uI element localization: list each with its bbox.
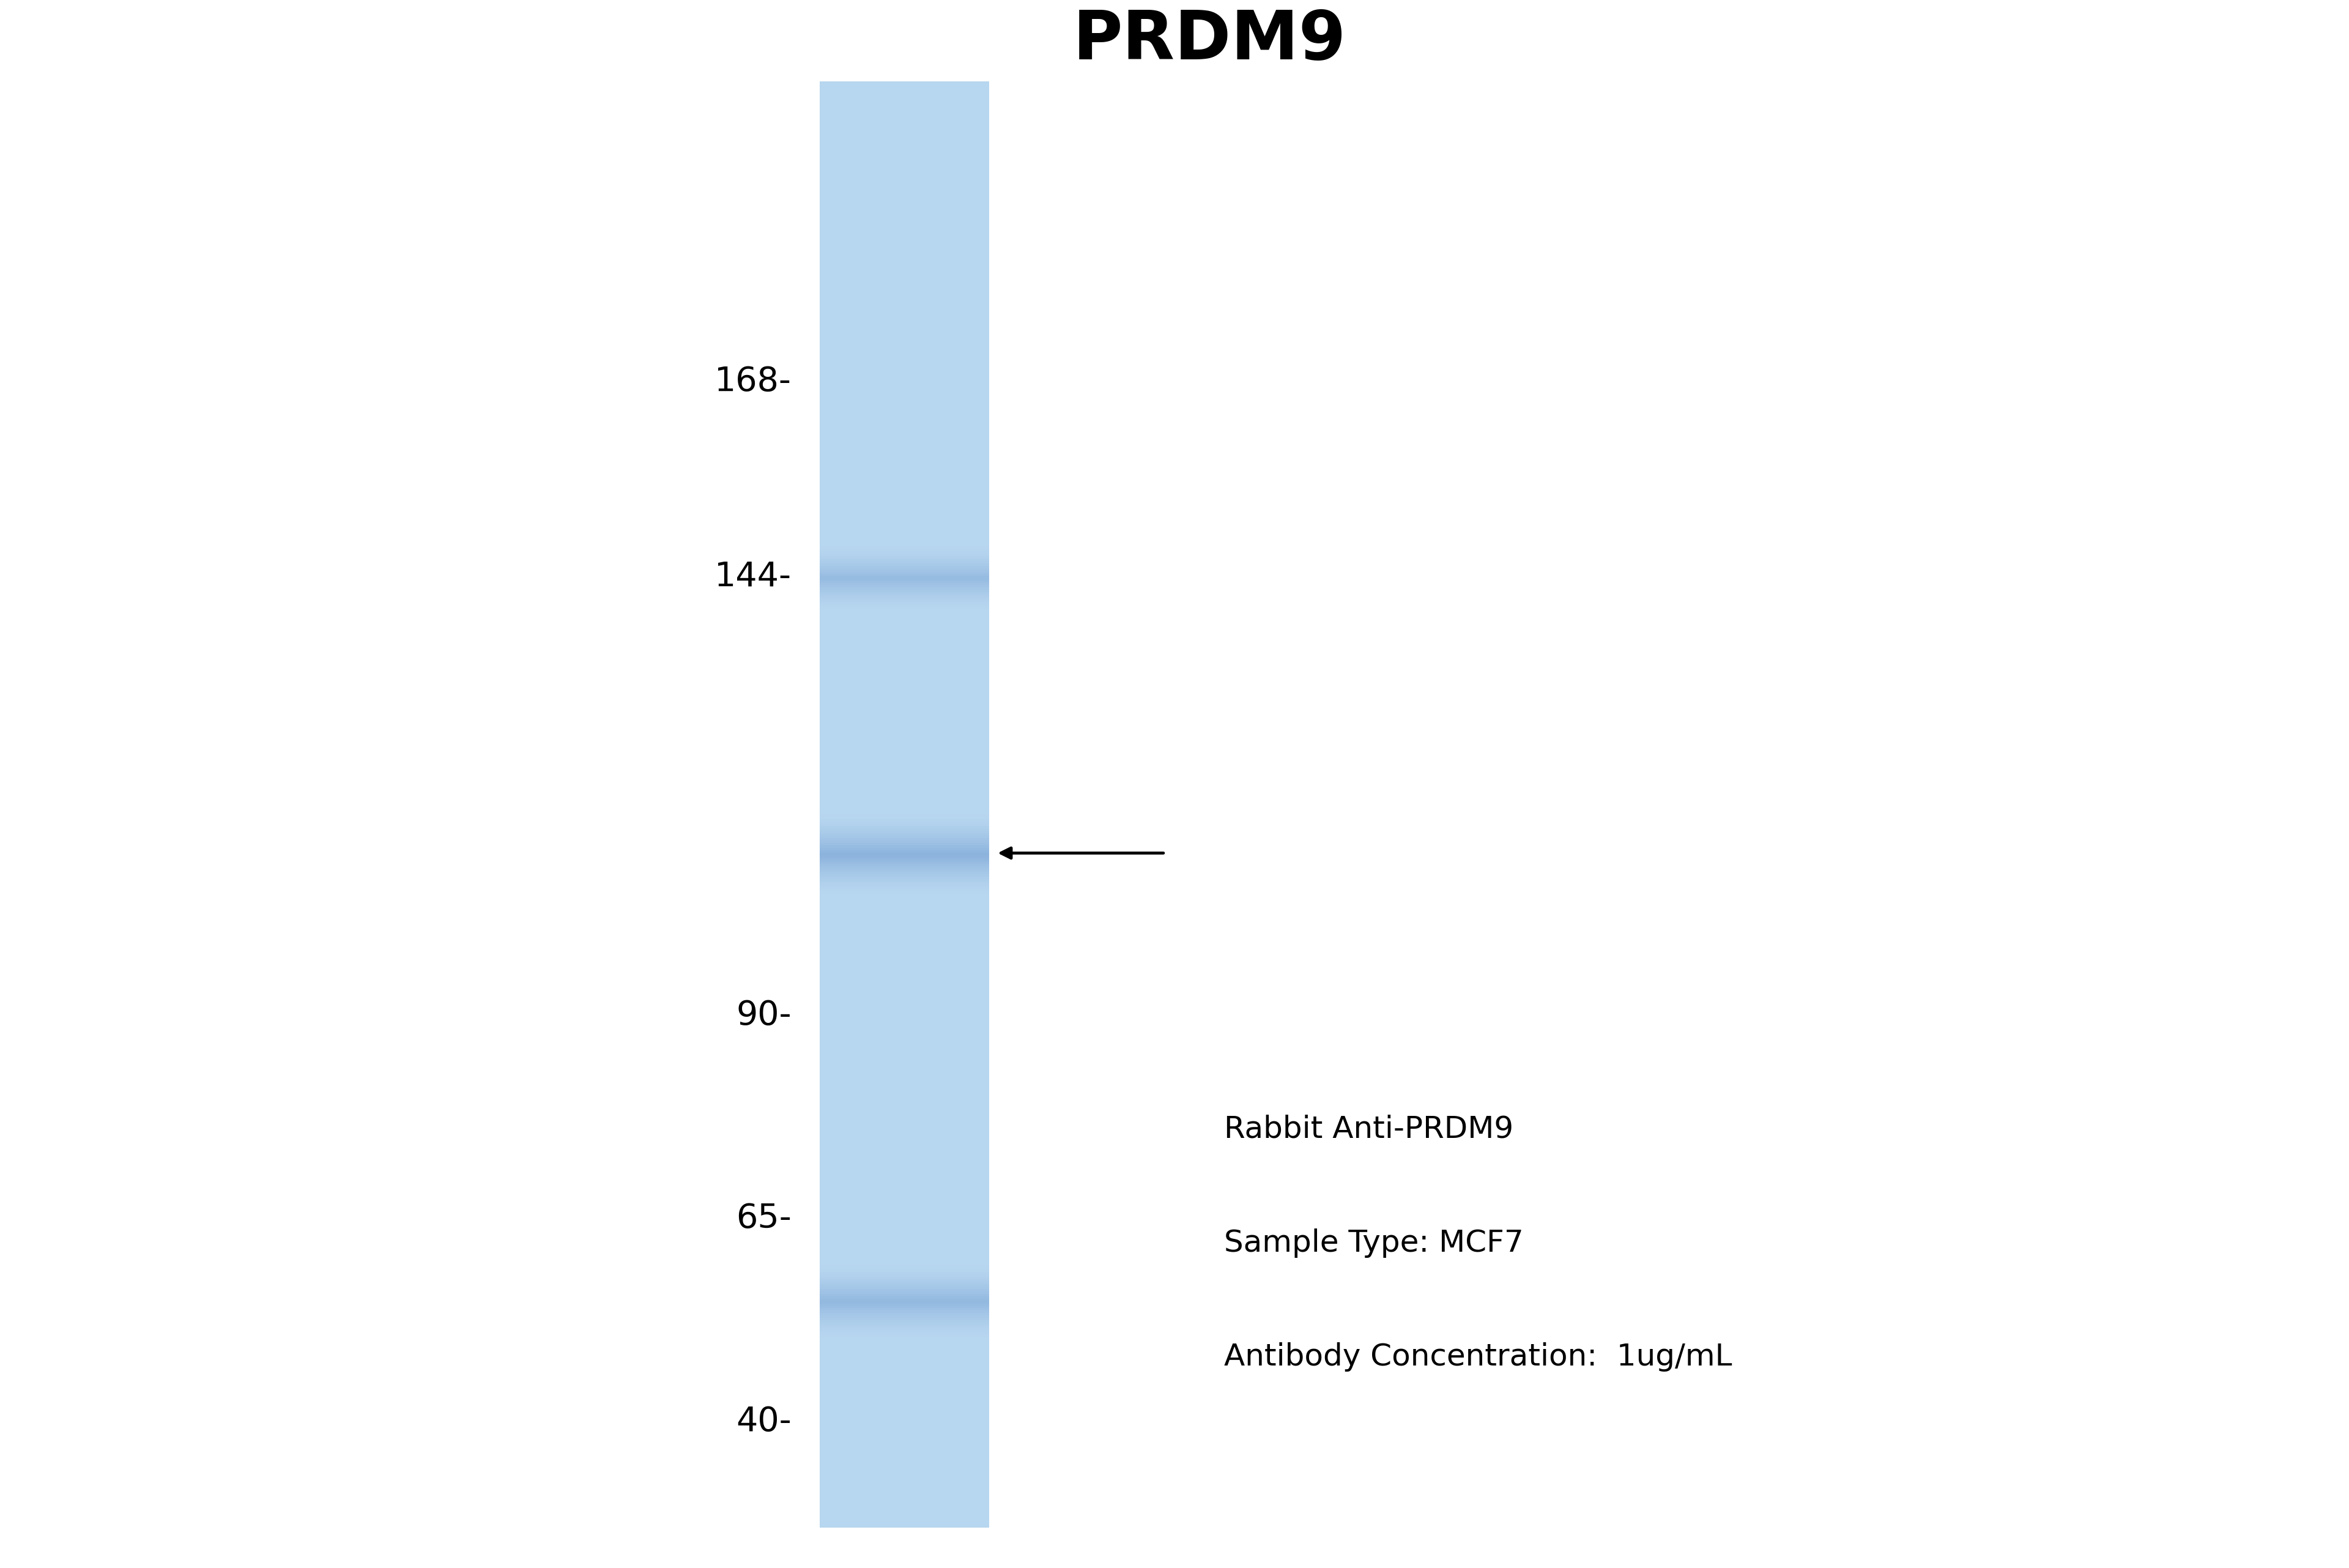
- Text: Sample Type: MCF7: Sample Type: MCF7: [1224, 1228, 1525, 1258]
- Text: Antibody Concentration:  1ug/mL: Antibody Concentration: 1ug/mL: [1224, 1342, 1731, 1372]
- Text: 65-: 65-: [735, 1203, 792, 1236]
- Text: PRDM9: PRDM9: [1073, 8, 1346, 74]
- Text: 90-: 90-: [735, 999, 792, 1032]
- Text: 40-: 40-: [735, 1405, 792, 1438]
- Text: 168-: 168-: [714, 365, 792, 398]
- Text: 144-: 144-: [714, 560, 792, 593]
- Text: Rabbit Anti-PRDM9: Rabbit Anti-PRDM9: [1224, 1115, 1513, 1145]
